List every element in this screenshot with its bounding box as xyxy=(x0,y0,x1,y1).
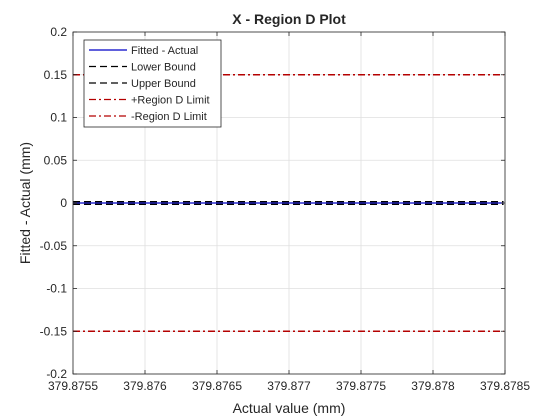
ticks: 379.8755 379.876 379.8765 379.877 379.8775 37… xyxy=(40,25,531,393)
y-tick-label: 0.1 xyxy=(50,111,67,125)
x-tick-label: 379.8775 xyxy=(336,379,386,393)
y-tick-label: -0.1 xyxy=(46,282,67,296)
x-axis-label: Actual value (mm) xyxy=(233,400,346,416)
x-tick-label: 379.8785 xyxy=(480,379,530,393)
y-tick-label: 0.15 xyxy=(44,68,68,82)
legend: Fitted - Actual Lower Bound Upper Bound +Re… xyxy=(83,39,222,128)
y-tick-label: -0.15 xyxy=(40,324,68,338)
y-tick-label: -0.2 xyxy=(46,367,67,381)
legend-label-3: +Region D Limit xyxy=(131,95,210,107)
x-tick-label: 379.877 xyxy=(267,379,311,393)
y-axis-label: Fitted - Actual (mm) xyxy=(17,142,33,264)
legend-label-2: Upper Bound xyxy=(131,78,196,90)
x-tick-label: 379.8765 xyxy=(192,379,242,393)
y-tick-label: 0 xyxy=(60,196,67,210)
chart-title: X - Region D Plot xyxy=(232,11,346,27)
y-tick-label: 0.05 xyxy=(44,153,68,167)
legend-label-1: Lower Bound xyxy=(131,62,196,74)
legend-label-0: Fitted - Actual xyxy=(131,45,198,57)
legend-label-4: -Region D Limit xyxy=(131,111,207,123)
x-tick-label: 379.8755 xyxy=(48,379,98,393)
x-tick-label: 379.876 xyxy=(123,379,167,393)
x-tick-label: 379.878 xyxy=(411,379,455,393)
y-tick-label: -0.05 xyxy=(40,239,68,253)
y-tick-label: 0.2 xyxy=(50,25,67,39)
